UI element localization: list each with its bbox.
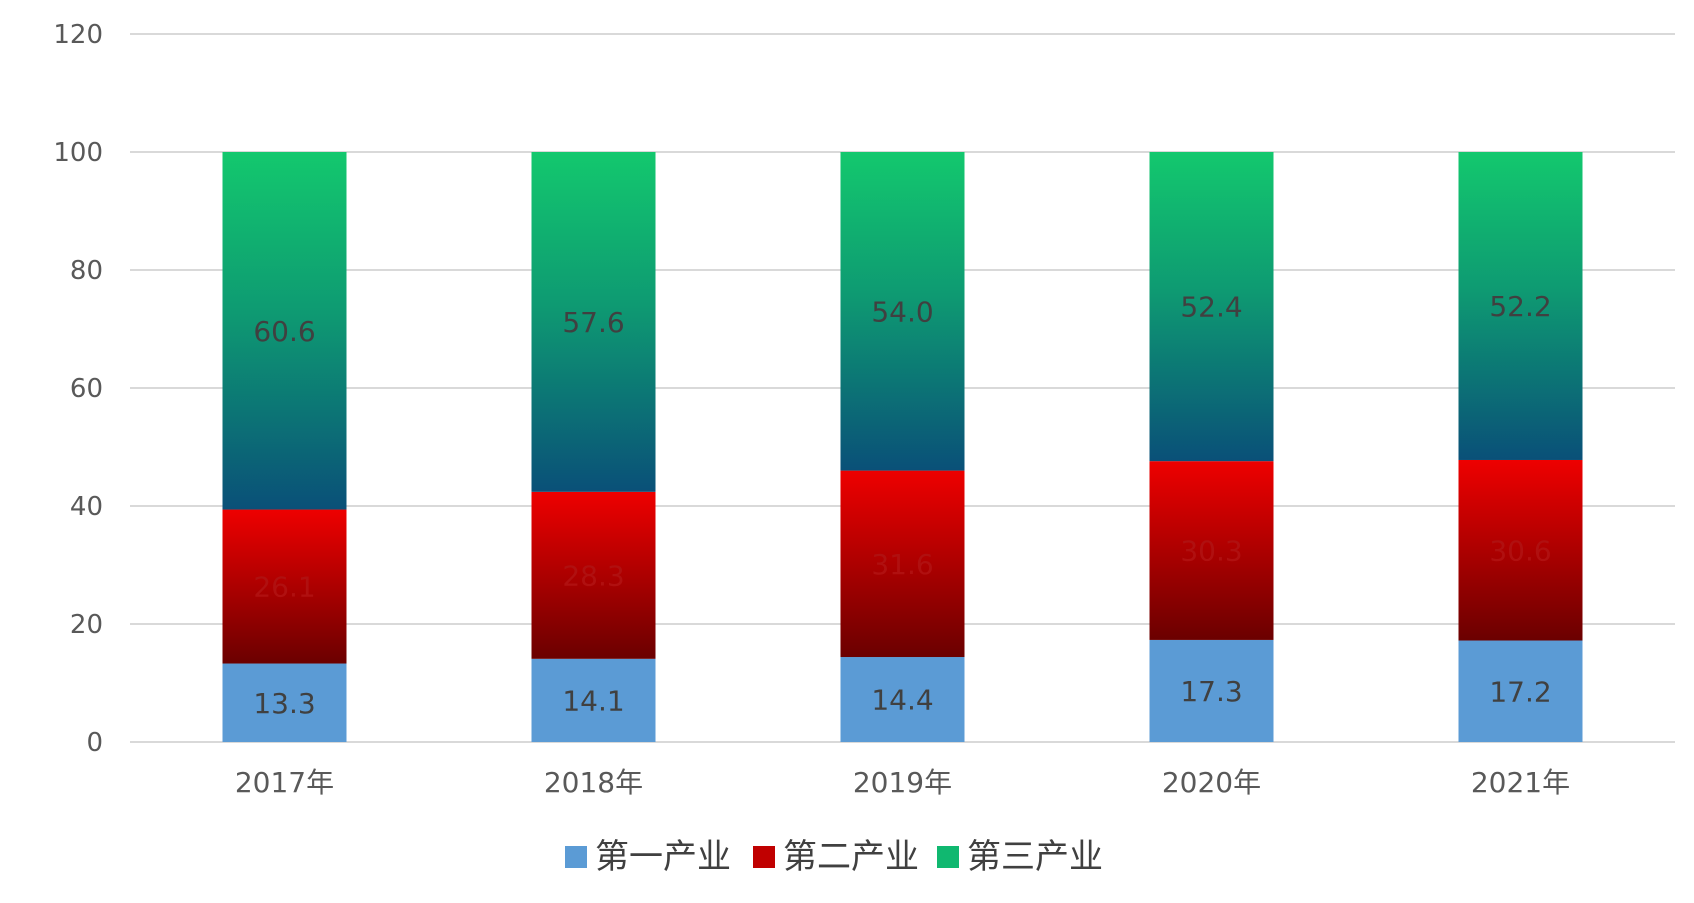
data-label: 30.6 <box>1489 534 1551 567</box>
data-label: 14.1 <box>562 684 624 717</box>
y-tick-label: 40 <box>70 492 103 522</box>
data-label: 14.4 <box>871 684 933 717</box>
bar-segment <box>1149 461 1274 640</box>
bar-segment <box>1149 152 1274 462</box>
legend-swatch <box>753 846 775 868</box>
y-tick-label: 100 <box>53 138 103 168</box>
bar-segment <box>222 152 347 510</box>
bar-segment <box>1458 640 1583 742</box>
data-label: 57.6 <box>562 306 624 339</box>
y-axis-tick-labels: 0 20 40 60 80 100 120 <box>53 20 103 758</box>
data-label: 28.3 <box>562 559 624 592</box>
legend: 第一产业 第二产业 第三产业 <box>565 837 1103 877</box>
bar-segment <box>1149 639 1274 742</box>
y-tick-label: 120 <box>53 20 103 50</box>
data-label: 31.6 <box>871 548 933 581</box>
bar-segment <box>1458 152 1583 460</box>
data-label: 60.6 <box>253 315 315 348</box>
y-tick-label: 0 <box>86 728 103 758</box>
x-category-label: 2019年 <box>853 766 952 799</box>
data-label: 52.4 <box>1180 291 1242 324</box>
legend-label: 第二产业 <box>783 837 919 877</box>
bar-segment <box>840 657 965 742</box>
data-label: 54.0 <box>871 295 933 328</box>
data-label: 52.2 <box>1489 290 1551 323</box>
legend-label: 第一产业 <box>595 837 731 877</box>
data-label: 26.1 <box>253 571 315 604</box>
y-tick-label: 80 <box>70 256 103 286</box>
legend-swatch <box>565 846 587 868</box>
x-axis-category-labels: 2017年 2018年 2019年 2020年 2021年 <box>235 766 1570 799</box>
x-category-label: 2017年 <box>235 766 334 799</box>
data-label: 13.3 <box>253 687 315 720</box>
y-tick-label: 20 <box>70 610 103 640</box>
y-tick-label: 60 <box>70 374 103 404</box>
data-label: 17.3 <box>1180 675 1242 708</box>
data-labels: 13.3 26.1 60.6 14.1 28.3 57.6 14.4 31.6 54.0 17.3… <box>253 290 1551 720</box>
bar-segment <box>531 152 656 492</box>
data-label: 17.2 <box>1489 675 1551 708</box>
x-category-label: 2020年 <box>1162 766 1261 799</box>
bar-segment <box>1458 459 1583 641</box>
data-label: 30.3 <box>1180 535 1242 568</box>
bar-segment <box>222 663 347 742</box>
bar-segment <box>531 658 656 742</box>
bar-segment <box>222 509 347 664</box>
bar-segment <box>531 491 656 659</box>
legend-swatch <box>937 846 959 868</box>
bars <box>222 152 1583 742</box>
bar-segment <box>840 470 965 658</box>
x-category-label: 2021年 <box>1471 766 1570 799</box>
legend-label: 第三产业 <box>967 837 1103 877</box>
bar-segment <box>840 152 965 471</box>
x-category-label: 2018年 <box>544 766 643 799</box>
